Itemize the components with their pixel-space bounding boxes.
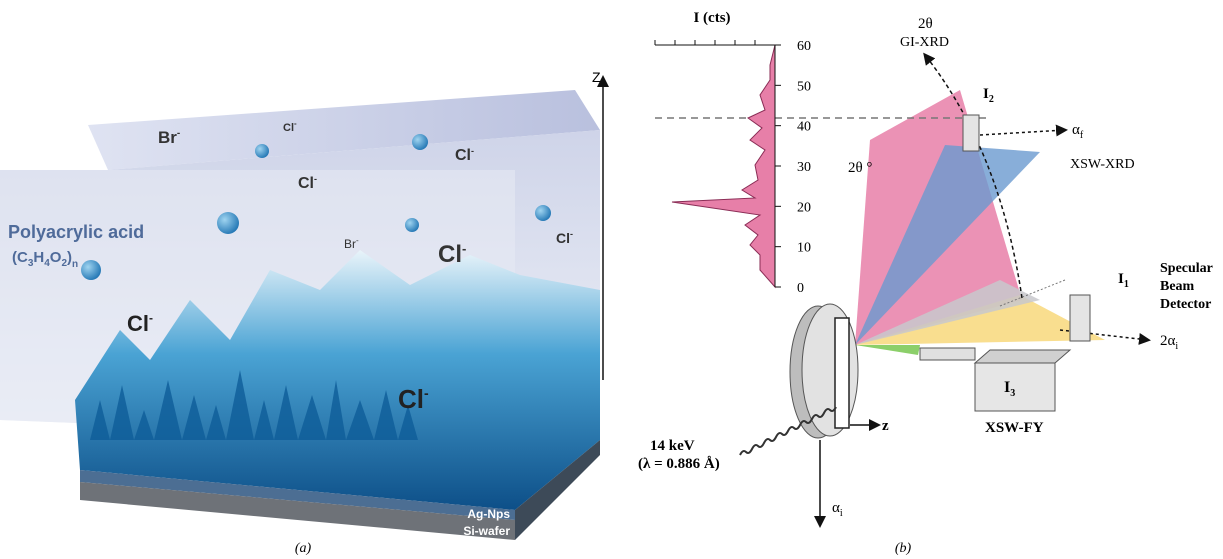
layer-label: Si-wafer [463,524,510,538]
label: 2αi [1160,333,1178,352]
detector-i3-top [975,350,1070,363]
detector-i1 [1070,295,1090,341]
plot-x-label: I (cts) [693,10,730,26]
layer-label: Ag-Nps [467,507,510,521]
panel-a: Z Ag-Nps Si-wafer Polyacrylic acid (C3H4… [0,69,603,556]
label: 14 keV [650,438,695,454]
ion-sphere [535,205,551,221]
panel-caption: (b) [895,541,912,556]
label: αi [832,500,843,519]
label: GI-XRD [900,35,949,50]
material-label: Polyacrylic acid [8,222,144,242]
label: I1 [1118,271,1129,290]
ion-sphere [81,260,101,280]
detector-i3 [975,363,1055,411]
plot-y-label: 2θ ° [848,160,872,176]
y-tick-label: 40 [797,120,811,135]
label: Beam [1160,279,1195,294]
label: 2θ [918,16,933,32]
label: XSW-FY [985,420,1044,436]
detector-i2 [963,115,979,151]
arrow [980,130,1065,135]
y-tick-label: 10 [797,241,811,256]
ion-sphere [412,134,428,150]
y-tick-label: 60 [797,39,811,54]
label: XSW-XRD [1070,157,1135,172]
y-tick-label: 0 [797,281,804,296]
plot-ticks: 0 10 20 30 40 50 60 [655,39,811,296]
label: I2 [983,86,994,105]
ion-sphere [217,212,239,234]
label: Specular [1160,261,1213,276]
fy-fan [855,345,920,355]
sample [835,318,849,428]
spectrum [672,45,775,287]
ion-sphere [255,144,269,158]
label: (λ = 0.886 Å) [638,456,720,472]
label: Detector [1160,297,1211,312]
figure: Z Ag-Nps Si-wafer Polyacrylic acid (C3H4… [0,0,1223,559]
ion-sphere [405,218,419,232]
label: αf [1072,122,1084,141]
axis-label: Z [592,69,601,85]
panel-caption: (a) [295,541,312,556]
label: z [882,418,889,434]
detector-i3-snout [920,348,975,360]
y-tick-label: 50 [797,79,811,94]
y-tick-label: 30 [797,160,811,175]
y-tick-label: 20 [797,200,811,215]
